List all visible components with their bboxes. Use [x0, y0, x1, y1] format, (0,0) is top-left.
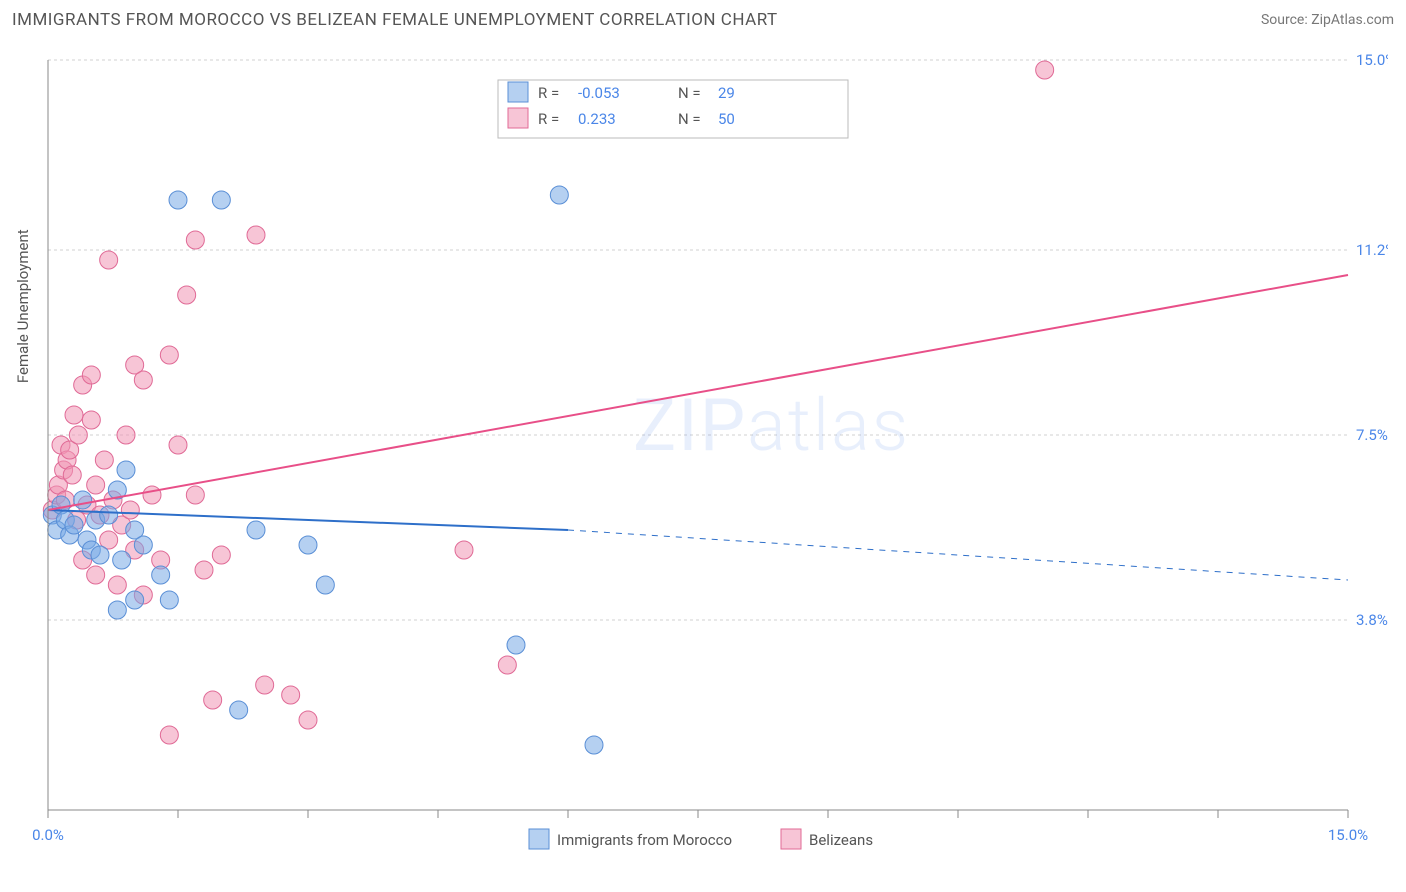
source-name: ZipAtlas.com: [1311, 12, 1394, 28]
data-point-belize: [282, 686, 300, 704]
data-point-belize: [117, 426, 135, 444]
source-attribution: Source: ZipAtlas.com: [1261, 12, 1394, 28]
data-point-belize: [178, 286, 196, 304]
data-point-belize: [95, 451, 113, 469]
bottom-legend-label-morocco: Immigrants from Morocco: [557, 831, 732, 849]
data-point-belize: [498, 656, 516, 674]
data-point-morocco: [134, 536, 152, 554]
data-point-belize: [69, 426, 87, 444]
legend-n-label: N =: [678, 84, 701, 102]
source-label: Source:: [1261, 12, 1308, 28]
x-tick-label-max: 15.0%: [1328, 826, 1368, 844]
data-point-belize: [256, 676, 274, 694]
y-axis-label: Female Unemployment: [14, 229, 32, 383]
legend-r-label: R =: [538, 84, 559, 102]
data-point-belize: [204, 691, 222, 709]
data-point-belize: [1036, 61, 1054, 79]
data-point-belize: [87, 566, 105, 584]
data-point-belize: [108, 576, 126, 594]
correlation-scatter-chart: 15.0%11.2%7.5%3.8%ZIPatlas0.0%15.0%R =-0…: [28, 40, 1388, 880]
data-point-belize: [186, 231, 204, 249]
data-point-morocco: [169, 191, 187, 209]
regression-line-belize: [48, 275, 1348, 510]
data-point-belize: [186, 486, 204, 504]
data-point-belize: [143, 486, 161, 504]
data-point-belize: [212, 546, 230, 564]
data-point-belize: [63, 466, 81, 484]
chart-header: IMMIGRANTS FROM MOROCCO VS BELIZEAN FEMA…: [0, 0, 1406, 34]
legend-n-value-morocco: 29: [718, 84, 735, 102]
legend-swatch-morocco: [508, 82, 528, 102]
data-point-morocco: [212, 191, 230, 209]
data-point-morocco: [100, 506, 118, 524]
data-point-belize: [82, 411, 100, 429]
data-point-morocco: [230, 701, 248, 719]
data-point-belize: [82, 366, 100, 384]
data-point-morocco: [113, 551, 131, 569]
data-point-morocco: [152, 566, 170, 584]
data-point-morocco: [74, 491, 92, 509]
bottom-legend-swatch-morocco: [529, 829, 549, 849]
legend-r-label: R =: [538, 110, 559, 128]
data-point-morocco: [316, 576, 334, 594]
regression-line-morocco-extrapolated: [568, 530, 1348, 580]
y-tick-label: 3.8%: [1356, 611, 1388, 629]
y-tick-label: 15.0%: [1356, 51, 1388, 69]
legend-n-label: N =: [678, 110, 701, 128]
data-point-morocco: [585, 736, 603, 754]
data-point-morocco: [65, 516, 83, 534]
data-point-morocco: [126, 591, 144, 609]
bottom-legend-label-belize: Belizeans: [809, 831, 873, 849]
data-point-morocco: [247, 521, 265, 539]
data-point-belize: [100, 251, 118, 269]
data-point-belize: [65, 406, 83, 424]
legend-r-value-belize: 0.233: [578, 110, 616, 128]
x-tick-label-min: 0.0%: [32, 826, 64, 844]
data-point-morocco: [117, 461, 135, 479]
data-point-belize: [247, 226, 265, 244]
data-point-belize: [195, 561, 213, 579]
data-point-morocco: [550, 186, 568, 204]
data-point-belize: [87, 476, 105, 494]
data-point-morocco: [299, 536, 317, 554]
data-point-belize: [169, 436, 187, 454]
data-point-morocco: [91, 546, 109, 564]
y-tick-label: 7.5%: [1356, 426, 1388, 444]
data-point-belize: [299, 711, 317, 729]
chart-title: IMMIGRANTS FROM MOROCCO VS BELIZEAN FEMA…: [12, 10, 778, 30]
data-point-morocco: [507, 636, 525, 654]
bottom-legend-swatch-belize: [781, 829, 801, 849]
legend-n-value-belize: 50: [718, 110, 735, 128]
legend-swatch-belize: [508, 108, 528, 128]
data-point-belize: [121, 501, 139, 519]
data-point-belize: [160, 726, 178, 744]
data-point-belize: [134, 371, 152, 389]
data-point-belize: [455, 541, 473, 559]
data-point-morocco: [160, 591, 178, 609]
data-point-morocco: [108, 601, 126, 619]
data-point-belize: [160, 346, 178, 364]
y-tick-label: 11.2%: [1356, 241, 1388, 259]
chart-area: Female Unemployment 15.0%11.2%7.5%3.8%ZI…: [28, 40, 1388, 880]
legend-r-value-morocco: -0.053: [578, 84, 620, 102]
